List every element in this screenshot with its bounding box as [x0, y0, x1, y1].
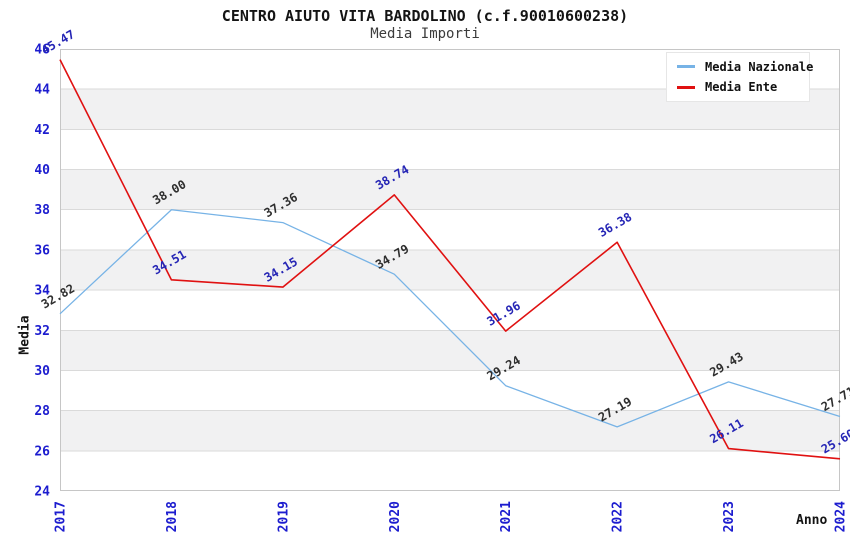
x-tick-label: 2024: [834, 501, 849, 532]
chart-subtitle: Media Importi: [370, 26, 480, 42]
legend-swatch-media-ente: [677, 85, 695, 89]
y-tick-label: 28: [34, 404, 50, 419]
y-tick-label: 34: [34, 284, 50, 299]
data-label: 27.71: [819, 384, 850, 414]
legend-swatch-media-nazionale: [677, 65, 695, 69]
x-tick-label: 2020: [388, 501, 403, 532]
y-tick-label: 46: [34, 43, 50, 58]
grid-band: [60, 410, 840, 451]
series-line-media-ente: [59, 59, 841, 460]
y-tick-label: 42: [34, 123, 50, 138]
x-tick-label: 2021: [499, 501, 514, 532]
x-tick-label: 2019: [276, 501, 291, 532]
grid-band: [60, 249, 840, 291]
series-line-media-nazionale: [59, 209, 841, 428]
legend-label-media-nazionale: Media Nazionale: [705, 59, 814, 74]
y-tick-label: 24: [34, 485, 50, 500]
x-tick-label: 2023: [722, 501, 737, 532]
x-tick-label: 2018: [165, 501, 180, 532]
y-tick-label: 40: [34, 163, 50, 178]
y-tick-label: 30: [34, 364, 50, 379]
grid-band: [60, 330, 840, 371]
x-tick-label: 2017: [54, 501, 69, 532]
legend-label-media-ente: Media Ente: [705, 80, 778, 95]
y-tick-label: 32: [34, 324, 50, 339]
y-tick-label: 38: [34, 203, 50, 218]
y-axis-title: Media: [17, 315, 33, 355]
chart-title: CENTRO AIUTO VITA BARDOLINO (c.f.9001060…: [221, 7, 629, 25]
data-label: 31.96: [485, 299, 523, 329]
data-label: 36.38: [596, 210, 634, 240]
plot-border: [60, 49, 840, 491]
data-label: 45.47: [39, 27, 77, 57]
legend-item-media-nazionale: Media Nazionale: [677, 60, 813, 74]
legend: Media Nazionale Media Ente: [666, 52, 813, 102]
x-tick-label: 2022: [611, 501, 626, 532]
legend-item-media-ente: Media Ente: [677, 80, 809, 94]
grid-band: [60, 169, 840, 210]
x-axis-title: Anno: [796, 513, 828, 528]
y-tick-label: 44: [34, 83, 50, 98]
y-tick-label: 26: [34, 444, 50, 459]
y-tick-label: 36: [34, 243, 50, 258]
